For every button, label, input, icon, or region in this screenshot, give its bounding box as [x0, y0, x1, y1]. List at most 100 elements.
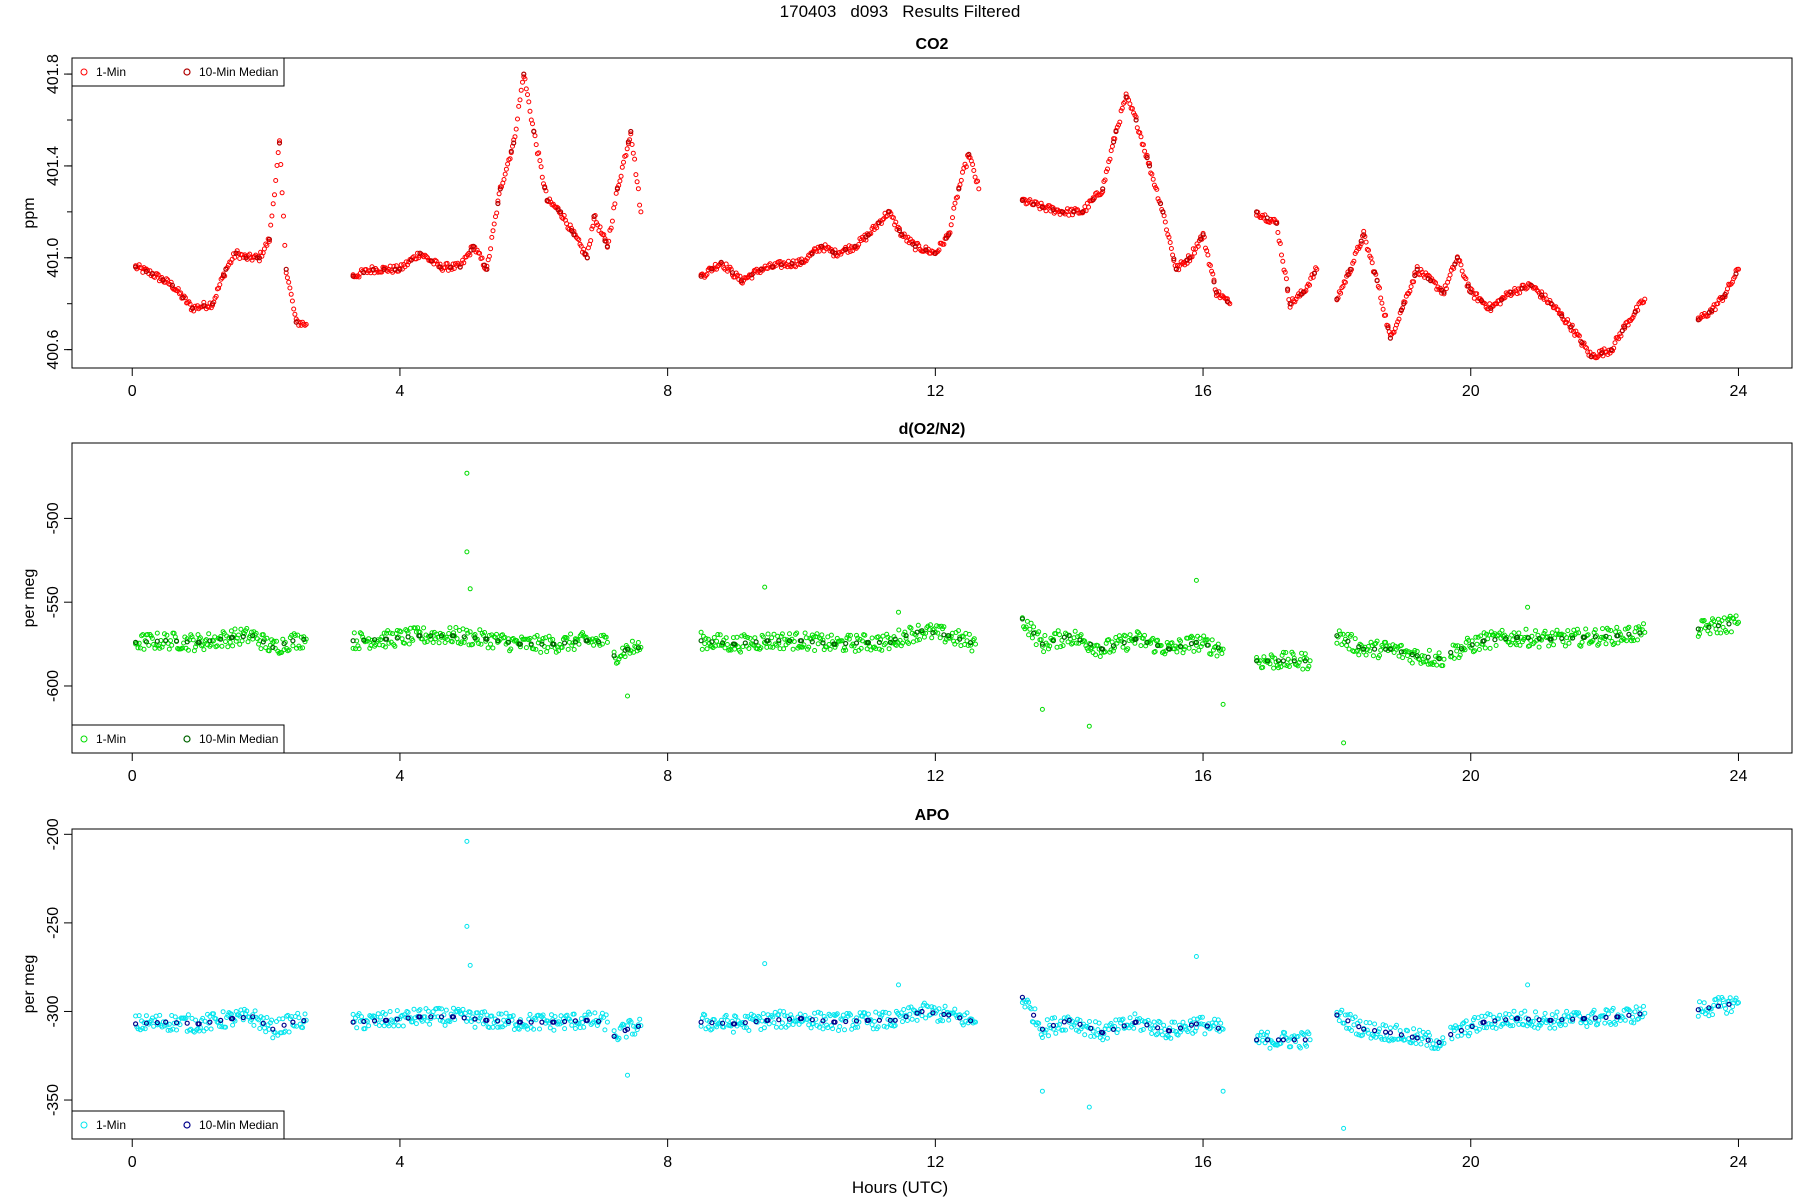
data-point — [597, 224, 603, 230]
data-point — [760, 634, 766, 640]
y-tick-label: -200 — [45, 818, 62, 850]
data-point — [1049, 1015, 1055, 1021]
median-point — [698, 638, 704, 644]
median-point — [350, 273, 356, 279]
median-point — [240, 633, 246, 640]
data-point — [1583, 626, 1589, 632]
median-point — [1264, 1037, 1271, 1043]
median-point — [1615, 1014, 1621, 1020]
median-point — [1401, 301, 1407, 307]
data-point — [635, 186, 641, 192]
data-point — [275, 1032, 281, 1038]
data-point — [1294, 293, 1300, 299]
data-point — [1363, 239, 1369, 245]
data-point — [749, 275, 755, 281]
data-point — [842, 1027, 847, 1033]
data-point — [1103, 169, 1109, 175]
data-point — [796, 1021, 802, 1027]
median-point — [1448, 1031, 1454, 1038]
data-point — [1344, 643, 1350, 648]
data-point — [1118, 108, 1124, 114]
data-point — [1344, 1025, 1350, 1031]
data-point — [1127, 632, 1133, 638]
median-point — [405, 1015, 411, 1021]
median-point — [572, 1018, 579, 1024]
median-point — [946, 633, 952, 639]
data-point — [1459, 268, 1465, 274]
data-point — [1736, 1000, 1741, 1006]
data-point — [555, 205, 561, 211]
data-point — [601, 1014, 607, 1020]
median-point — [457, 264, 463, 270]
median-point — [240, 1014, 246, 1021]
data-point — [1150, 176, 1156, 182]
data-point — [1554, 1009, 1560, 1015]
data-point — [778, 1024, 784, 1030]
data-point — [1533, 1009, 1538, 1015]
median-point — [1548, 636, 1554, 642]
data-point — [1632, 629, 1638, 635]
median-point — [293, 319, 299, 325]
plot-frame — [71, 442, 1793, 754]
data-point — [709, 1026, 715, 1032]
median-point — [461, 634, 467, 640]
median-point — [1568, 324, 1574, 330]
data-point — [1578, 1020, 1584, 1026]
data-point — [1104, 1035, 1110, 1041]
data-point — [213, 293, 219, 299]
data-point — [362, 1026, 368, 1032]
data-point — [264, 1015, 270, 1020]
data-point — [1551, 642, 1556, 648]
data-point — [1127, 101, 1133, 107]
median-point — [1291, 1037, 1297, 1043]
outlier-point — [1525, 982, 1531, 988]
data-point — [1379, 1036, 1385, 1042]
legend-marker-median — [183, 68, 191, 76]
data-point — [206, 304, 212, 310]
data-point — [1172, 1019, 1177, 1025]
x-tick-label: 24 — [1730, 768, 1748, 785]
data-point — [1586, 1018, 1592, 1024]
data-point — [1342, 279, 1348, 285]
data-point — [704, 646, 710, 652]
median-point — [758, 266, 764, 272]
data-point — [1196, 1021, 1202, 1027]
data-point — [271, 638, 277, 644]
median-point — [966, 151, 972, 157]
data-point — [527, 108, 533, 114]
data-point — [1181, 646, 1187, 652]
median-point — [1592, 1015, 1598, 1021]
median-point — [1465, 283, 1471, 289]
median-point — [408, 257, 414, 263]
data-point — [723, 261, 729, 267]
median-point — [1264, 215, 1270, 221]
data-point — [423, 254, 429, 259]
data-point — [272, 192, 277, 198]
data-point — [1207, 263, 1213, 268]
data-point — [1450, 642, 1456, 648]
median-point — [270, 1026, 276, 1032]
median-point — [1050, 638, 1057, 644]
data-point — [890, 215, 896, 221]
data-point — [742, 1013, 748, 1019]
median-point — [1215, 645, 1221, 651]
median-point — [497, 186, 503, 192]
data-point — [740, 1020, 746, 1025]
median-point — [1215, 1025, 1221, 1031]
data-point — [946, 1017, 952, 1023]
median-point — [384, 636, 390, 642]
data-point — [1405, 1028, 1410, 1034]
data-point — [1349, 1028, 1354, 1033]
data-point — [892, 639, 898, 645]
data-point — [1424, 1042, 1430, 1048]
y-axis-label: per meg — [21, 955, 38, 1014]
data-point — [476, 641, 482, 646]
data-point — [1120, 644, 1126, 650]
median-point — [786, 638, 793, 644]
data-point — [884, 1024, 890, 1030]
median-point — [932, 250, 938, 256]
data-point — [1162, 219, 1168, 225]
median-point — [1441, 289, 1447, 295]
data-point — [1530, 1018, 1536, 1024]
data-point — [1342, 1012, 1348, 1018]
